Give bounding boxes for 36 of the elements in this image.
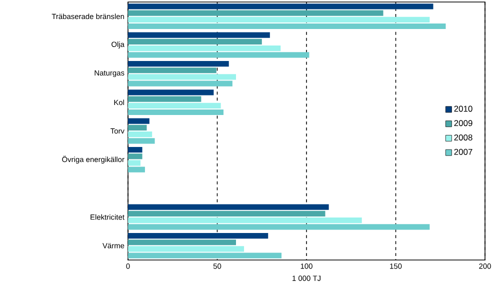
bar [128, 96, 202, 102]
bar [128, 154, 142, 160]
legend-label: 2007 [454, 148, 472, 155]
bar [128, 23, 446, 30]
bar [128, 16, 430, 22]
bar [128, 218, 362, 224]
bar [128, 232, 268, 239]
bar [128, 10, 384, 16]
bar [128, 102, 221, 108]
bar [128, 240, 236, 246]
bar [128, 118, 150, 124]
bar [128, 224, 430, 230]
bar [128, 246, 244, 252]
bar [128, 4, 434, 10]
bar [128, 204, 329, 210]
bar [128, 60, 229, 67]
bar [128, 68, 216, 74]
bar [128, 74, 236, 80]
bar [128, 210, 326, 217]
legend-label: 2009 [454, 120, 472, 126]
bar [128, 109, 224, 116]
bar [128, 80, 232, 86]
bar [128, 32, 270, 38]
bar [128, 138, 155, 144]
bar [128, 46, 281, 52]
legend-label: 2008 [454, 134, 472, 140]
bar [128, 38, 262, 45]
bar [128, 146, 142, 153]
bar [128, 124, 147, 131]
bar [128, 166, 145, 172]
bar [128, 90, 214, 96]
bar [128, 160, 140, 166]
legend-label: 2010 [454, 106, 472, 112]
bar [128, 252, 282, 258]
bar [128, 52, 310, 58]
bar [128, 132, 152, 138]
